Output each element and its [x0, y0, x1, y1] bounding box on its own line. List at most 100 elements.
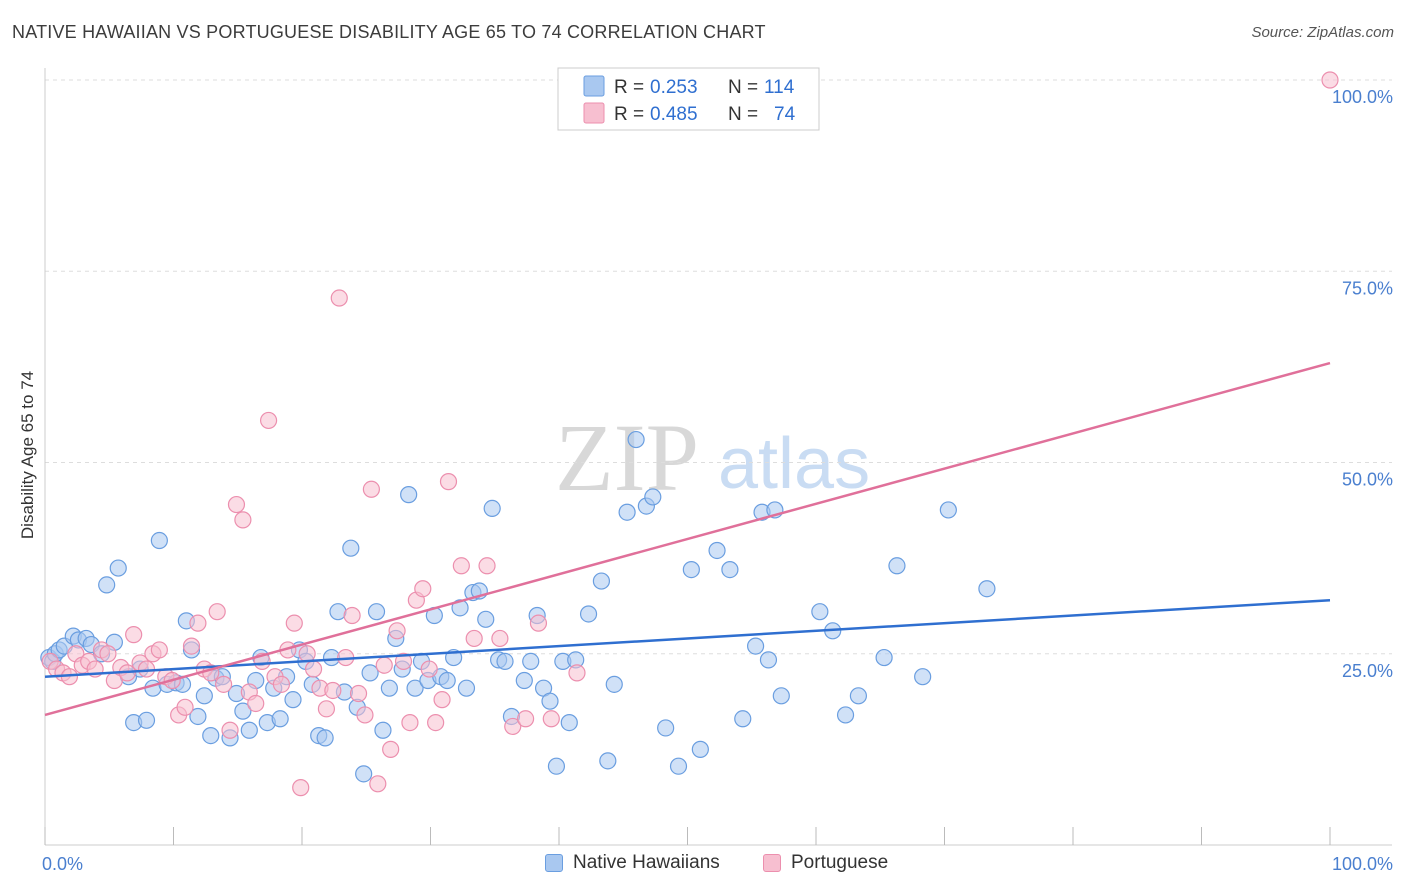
- data-point: [394, 652, 413, 671]
- data-point: [272, 675, 291, 693]
- data-point: [451, 599, 469, 617]
- data-point: [329, 603, 347, 621]
- data-point: [298, 645, 316, 663]
- data-point: [342, 539, 360, 557]
- legend-n-value-2: 74: [774, 104, 796, 125]
- data-point: [457, 679, 476, 697]
- data-point: [285, 614, 303, 632]
- legend-swatch-blue: [583, 75, 605, 97]
- data-point: [734, 710, 752, 728]
- data-point: [137, 711, 156, 729]
- data-point: [189, 707, 207, 726]
- trend-line-native-hawaiians: [44, 598, 1331, 678]
- data-point: [414, 580, 432, 598]
- data-point: [515, 671, 533, 690]
- data-point: [547, 757, 566, 775]
- data-point: [401, 713, 419, 732]
- data-point: [292, 779, 310, 797]
- data-point: [491, 629, 509, 648]
- data-point: [150, 641, 168, 659]
- data-point: [195, 687, 213, 705]
- y-tick-label-0: 25.0%: [1342, 661, 1393, 681]
- data-point: [125, 626, 143, 644]
- data-point: [349, 684, 368, 703]
- data-point: [427, 713, 445, 732]
- data-point: [914, 668, 932, 686]
- data-point: [271, 710, 289, 728]
- legend-r-label-1: R =: [614, 77, 644, 98]
- data-point: [483, 499, 501, 517]
- trend-lines: [44, 361, 1331, 717]
- legend-r-label-2: R =: [614, 104, 644, 125]
- data-point: [657, 719, 675, 737]
- data-point: [504, 717, 522, 736]
- data-point: [227, 495, 246, 514]
- data-point: [284, 691, 302, 709]
- y-tick-label-3: 100.0%: [1332, 87, 1393, 107]
- data-point: [356, 706, 374, 724]
- data-point: [978, 580, 996, 598]
- data-point: [529, 614, 548, 632]
- data-point: [477, 610, 495, 628]
- data-point: [420, 660, 438, 678]
- trend-line-portuguese: [44, 361, 1331, 717]
- legend-item-native-hawaiians: Native Hawaiians: [545, 852, 720, 874]
- x-tick-label-0: 0.0%: [42, 854, 83, 874]
- data-point: [99, 645, 117, 663]
- data-point: [369, 775, 387, 793]
- y-tick-label-2: 75.0%: [1342, 278, 1393, 298]
- data-point: [708, 541, 726, 560]
- data-point: [542, 710, 560, 728]
- watermark-zip: ZIP: [555, 404, 699, 511]
- data-point: [324, 681, 342, 700]
- data-point: [433, 691, 451, 709]
- source-credit: Source: ZipAtlas.com: [1251, 24, 1394, 41]
- axes: [44, 68, 1392, 846]
- data-point: [888, 557, 906, 575]
- data-point: [691, 740, 709, 758]
- data-point: [627, 430, 645, 449]
- data-point: [496, 652, 514, 671]
- data-point: [439, 473, 458, 491]
- data-point: [682, 560, 700, 579]
- data-point: [202, 727, 220, 745]
- data-point: [1321, 71, 1339, 89]
- data-point: [721, 560, 739, 579]
- legend-top: R = 0.253 N = 114 R = 0.485 N = 74: [557, 67, 820, 131]
- data-point: [375, 656, 393, 674]
- data-point: [747, 637, 765, 655]
- data-point: [811, 603, 829, 621]
- data-point: [109, 559, 127, 577]
- legend-label-native-hawaiians: Native Hawaiians: [573, 852, 720, 873]
- legend-n-label-1: N =: [728, 77, 758, 98]
- data-point: [875, 648, 893, 667]
- data-point: [939, 501, 957, 519]
- legend-n-value-1: 114: [764, 77, 795, 98]
- data-point: [516, 710, 535, 728]
- data-point: [316, 729, 334, 747]
- data-point: [568, 664, 586, 682]
- data-point: [382, 740, 400, 758]
- data-point: [374, 721, 392, 739]
- data-point: [560, 713, 578, 732]
- legend-label-portuguese: Portuguese: [791, 852, 889, 873]
- data-point: [215, 675, 233, 693]
- data-point: [150, 531, 168, 550]
- data-point: [182, 637, 201, 655]
- data-point: [400, 486, 418, 504]
- data-point: [367, 603, 386, 621]
- data-point: [452, 557, 470, 575]
- legend-n-label-2: N =: [728, 104, 758, 125]
- series-native-hawaiians: [40, 430, 996, 783]
- data-point: [317, 700, 336, 718]
- data-point: [361, 664, 379, 682]
- data-point: [304, 660, 323, 678]
- data-point: [644, 488, 662, 506]
- y-tick-label-1: 50.0%: [1342, 470, 1393, 490]
- data-point: [330, 289, 348, 307]
- legend-swatch-portuguese: [763, 854, 781, 872]
- data-point: [522, 652, 540, 671]
- data-point: [247, 694, 265, 713]
- legend-bottom: Native Hawaiians Portuguese: [0, 852, 1406, 878]
